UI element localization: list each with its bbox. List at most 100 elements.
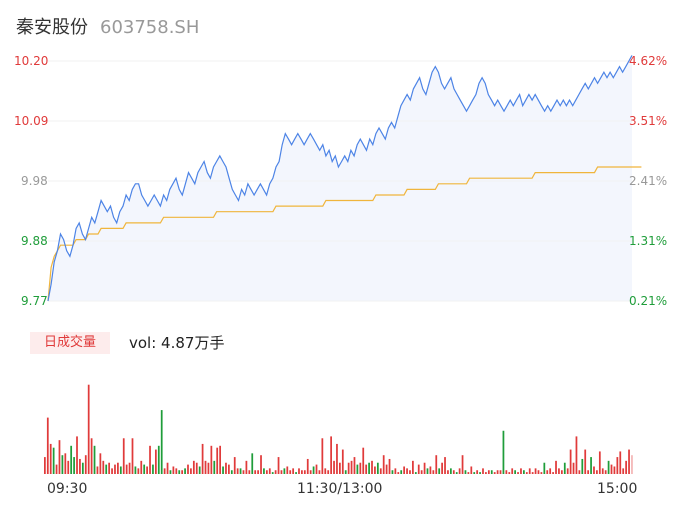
volume-bar bbox=[575, 436, 578, 474]
volume-bar bbox=[493, 472, 496, 474]
volume-readout: vol: 4.87万手 bbox=[129, 334, 225, 352]
volume-bar bbox=[596, 470, 598, 474]
volume-bar bbox=[619, 451, 622, 474]
percent-tick-label: 0.21% bbox=[629, 294, 668, 308]
price-area-fill bbox=[48, 55, 632, 302]
volume-bar bbox=[70, 445, 73, 474]
volume-bar bbox=[67, 460, 70, 474]
volume-bar bbox=[102, 460, 105, 474]
volume-bar bbox=[604, 470, 607, 474]
volume-bar bbox=[534, 468, 537, 474]
volume-bar bbox=[458, 468, 461, 474]
volume-bar bbox=[432, 470, 435, 474]
volume-bar bbox=[149, 445, 151, 474]
volume-bar bbox=[327, 470, 330, 474]
volume-bar bbox=[286, 466, 289, 474]
volume-bar bbox=[566, 468, 569, 474]
volume-bar bbox=[528, 468, 531, 474]
volume-bar bbox=[359, 462, 362, 474]
volume-bar bbox=[549, 468, 552, 474]
volume-bar bbox=[303, 470, 306, 474]
volume-bar bbox=[598, 451, 601, 474]
volume-bar bbox=[572, 462, 575, 474]
volume-bar bbox=[225, 462, 227, 474]
volume-bar bbox=[397, 472, 400, 474]
volume-bar bbox=[362, 447, 365, 474]
volume-bar bbox=[192, 460, 195, 474]
volume-bar bbox=[55, 464, 58, 474]
percent-tick-label: 4.62% bbox=[629, 54, 668, 68]
price-tick-label: 9.88 bbox=[21, 234, 48, 248]
volume-bar bbox=[578, 470, 581, 474]
volume-bar bbox=[452, 470, 455, 474]
volume-bar bbox=[610, 464, 613, 474]
time-tick-label: 09:30 bbox=[47, 481, 88, 497]
volume-bar bbox=[514, 470, 516, 474]
volume-bar bbox=[336, 443, 338, 474]
volume-bar bbox=[184, 468, 186, 474]
volume-bar bbox=[537, 470, 540, 474]
volume-bar bbox=[58, 440, 61, 474]
volume-bar bbox=[482, 468, 484, 474]
volume-bar bbox=[114, 464, 116, 474]
volume-bar bbox=[555, 460, 557, 474]
volume-bar bbox=[511, 468, 514, 474]
volume-bar bbox=[312, 466, 315, 474]
volume-bar bbox=[394, 468, 397, 474]
volume-bar bbox=[412, 460, 414, 474]
volume-bar bbox=[496, 470, 499, 474]
volume-bar bbox=[622, 468, 625, 474]
volume-bar bbox=[406, 468, 408, 474]
volume-bar bbox=[479, 472, 481, 474]
volume-bar bbox=[353, 457, 356, 474]
volume-bar bbox=[292, 468, 295, 474]
volume-bar bbox=[128, 462, 131, 474]
volume-bar bbox=[52, 447, 55, 474]
volume-bar bbox=[374, 466, 376, 474]
volume-bar bbox=[444, 457, 446, 474]
volume-bar bbox=[587, 470, 590, 474]
volume-bar bbox=[531, 472, 534, 474]
volume-bar bbox=[140, 460, 143, 474]
volume-bar bbox=[263, 468, 265, 474]
volume-bar bbox=[46, 417, 49, 474]
volume-bar bbox=[505, 470, 508, 474]
volume-bar bbox=[230, 470, 233, 474]
volume-bar bbox=[344, 470, 347, 474]
volume-bar bbox=[449, 468, 452, 474]
volume-bar bbox=[274, 470, 277, 474]
volume-bar bbox=[210, 445, 213, 474]
volume-bar bbox=[172, 466, 175, 474]
volume-bar bbox=[593, 466, 595, 474]
volume-bar bbox=[268, 468, 271, 474]
volume-bar bbox=[423, 462, 426, 474]
volume-bar bbox=[265, 470, 268, 474]
price-tick-label: 9.77 bbox=[21, 294, 48, 308]
volume-bar bbox=[157, 445, 160, 474]
daily-volume-badge: 日成交量 bbox=[30, 332, 110, 354]
volume-bar bbox=[385, 464, 388, 474]
volume-bar bbox=[569, 449, 572, 474]
volume-bar bbox=[540, 472, 543, 474]
volume-bar bbox=[108, 462, 111, 474]
volume-bar bbox=[330, 436, 332, 474]
volume-bar bbox=[84, 455, 87, 474]
volume-bar bbox=[283, 468, 286, 474]
grid-lines bbox=[48, 60, 632, 302]
volume-bar bbox=[429, 466, 432, 474]
volume-bar bbox=[420, 470, 423, 474]
volume-bar bbox=[195, 462, 198, 474]
percent-tick-label: 2.41% bbox=[629, 174, 668, 188]
volume-bar bbox=[365, 464, 368, 474]
volume-bar bbox=[76, 436, 78, 474]
volume-bar bbox=[242, 470, 245, 474]
volume-bar bbox=[584, 449, 587, 474]
volume-bar bbox=[309, 470, 312, 474]
volume-bar bbox=[341, 449, 344, 474]
volume-bar bbox=[301, 470, 303, 474]
volume-bar bbox=[321, 438, 324, 474]
volume-bar bbox=[467, 472, 470, 474]
stock-name: 秦安股份 bbox=[16, 17, 88, 38]
volume-bar bbox=[447, 470, 449, 474]
